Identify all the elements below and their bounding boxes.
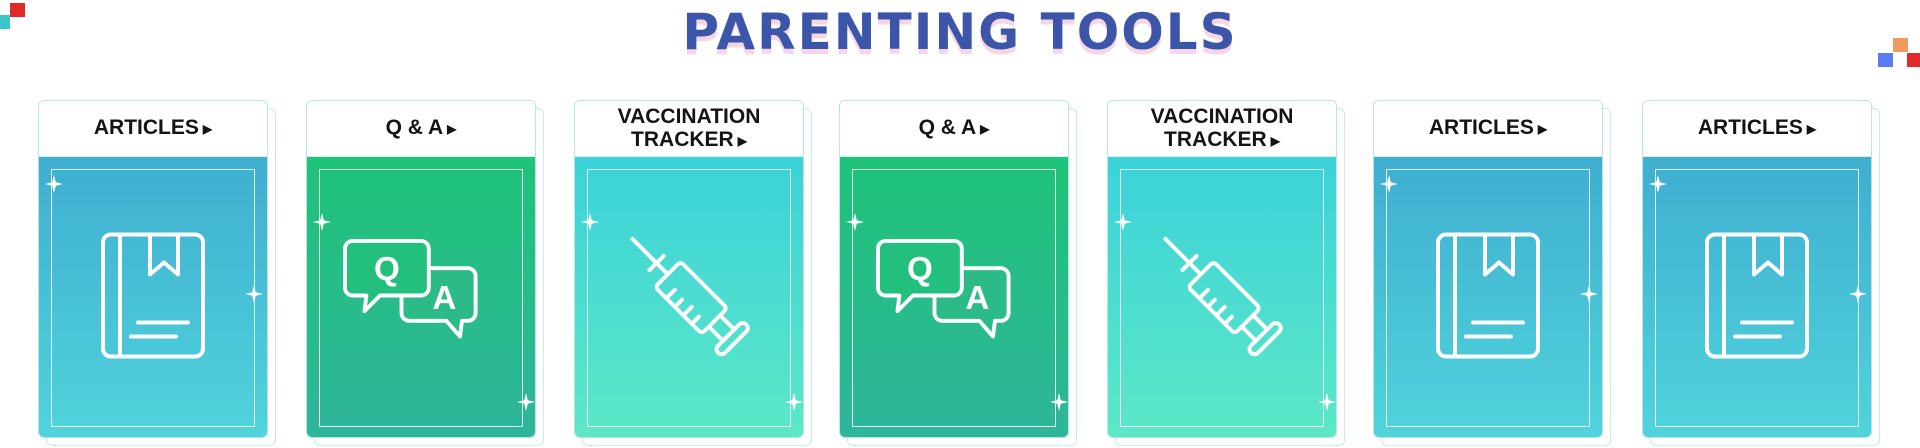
q-letter: Q bbox=[907, 251, 933, 288]
card-title: ARTICLES ▶ bbox=[1428, 116, 1548, 139]
tool-card-qa[interactable]: Q & A ▶ Q A bbox=[839, 100, 1077, 446]
tool-card-qa[interactable]: Q & A ▶ Q A bbox=[306, 100, 544, 446]
card-illustration bbox=[1374, 157, 1602, 437]
q-letter: Q bbox=[374, 251, 400, 288]
card-illustration bbox=[575, 157, 803, 437]
card-title: VACCINATION TRACKER ▶ bbox=[617, 104, 761, 151]
card-illustration bbox=[1108, 157, 1336, 437]
sparkle-icon bbox=[785, 393, 803, 411]
sparkle-icon bbox=[846, 213, 864, 231]
tool-card-articles[interactable]: ARTICLES ▶ bbox=[1373, 100, 1611, 446]
chevron-right-icon: ▶ bbox=[980, 122, 990, 136]
chevron-right-icon: ▶ bbox=[737, 133, 747, 148]
sparkle-icon bbox=[581, 213, 599, 231]
tool-card-vaccine[interactable]: VACCINATION TRACKER ▶ bbox=[574, 100, 812, 446]
pixel-decoration-right bbox=[1878, 38, 1920, 67]
tool-card-articles[interactable]: ARTICLES ▶ bbox=[1642, 100, 1880, 446]
chevron-right-icon: ▶ bbox=[1806, 122, 1817, 136]
card-illustration bbox=[1643, 157, 1871, 437]
syringe-icon bbox=[1152, 226, 1292, 371]
syringe-icon bbox=[619, 226, 759, 371]
book-icon bbox=[1702, 231, 1812, 366]
card-header[interactable]: ARTICLES ▶ bbox=[1643, 101, 1871, 157]
chevron-right-icon: ▶ bbox=[202, 122, 213, 136]
card-header[interactable]: VACCINATION TRACKER ▶ bbox=[1108, 101, 1336, 157]
inner-frame bbox=[1120, 169, 1324, 427]
pixel-decoration-left bbox=[0, 3, 25, 29]
card-illustration bbox=[39, 157, 267, 437]
sparkle-icon bbox=[1114, 213, 1132, 231]
card-face: Q & A ▶ Q A bbox=[839, 100, 1069, 438]
sparkle-icon bbox=[1318, 393, 1336, 411]
card-face: ARTICLES ▶ bbox=[1642, 100, 1872, 438]
inner-frame bbox=[319, 169, 523, 427]
card-header[interactable]: Q & A ▶ bbox=[840, 101, 1068, 157]
sparkle-icon bbox=[1649, 175, 1667, 193]
card-title: VACCINATION TRACKER ▶ bbox=[1150, 104, 1294, 151]
sparkle-icon bbox=[313, 213, 331, 231]
tool-card-articles[interactable]: ARTICLES ▶ bbox=[38, 100, 276, 446]
book-icon bbox=[1433, 231, 1543, 366]
chevron-right-icon: ▶ bbox=[1537, 122, 1548, 136]
inner-frame bbox=[852, 169, 1056, 427]
page-title: PARENTING TOOLS bbox=[682, 3, 1238, 61]
card-header[interactable]: ARTICLES ▶ bbox=[1374, 101, 1602, 157]
inner-frame bbox=[587, 169, 791, 427]
card-face: Q & A ▶ Q A bbox=[306, 100, 536, 438]
card-header[interactable]: Q & A ▶ bbox=[307, 101, 535, 157]
card-face: ARTICLES ▶ bbox=[1373, 100, 1603, 438]
sparkle-icon bbox=[1580, 285, 1598, 303]
card-title: Q & A ▶ bbox=[918, 116, 990, 139]
a-letter: A bbox=[965, 280, 989, 317]
card-title: ARTICLES ▶ bbox=[1697, 116, 1817, 139]
sparkle-icon bbox=[45, 175, 63, 193]
chevron-right-icon: ▶ bbox=[447, 122, 457, 136]
card-face: VACCINATION TRACKER ▶ bbox=[574, 100, 804, 438]
card-header[interactable]: ARTICLES ▶ bbox=[39, 101, 267, 157]
card-header[interactable]: VACCINATION TRACKER ▶ bbox=[575, 101, 803, 157]
chevron-right-icon: ▶ bbox=[1270, 133, 1280, 148]
a-letter: A bbox=[432, 280, 456, 317]
sparkle-icon bbox=[245, 285, 263, 303]
card-title: ARTICLES ▶ bbox=[93, 116, 213, 139]
tool-card-vaccine[interactable]: VACCINATION TRACKER ▶ bbox=[1107, 100, 1345, 446]
card-face: ARTICLES ▶ bbox=[38, 100, 268, 438]
sparkle-icon bbox=[1380, 175, 1398, 193]
book-icon bbox=[98, 231, 208, 366]
sparkle-icon bbox=[1050, 393, 1068, 411]
card-title: Q & A ▶ bbox=[385, 116, 457, 139]
sparkle-icon bbox=[1849, 285, 1867, 303]
card-face: VACCINATION TRACKER ▶ bbox=[1107, 100, 1337, 438]
sparkle-icon bbox=[517, 393, 535, 411]
